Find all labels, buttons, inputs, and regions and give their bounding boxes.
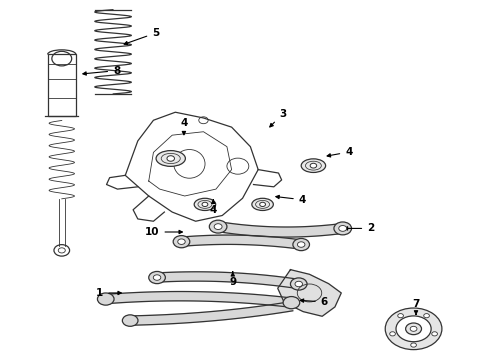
Text: 9: 9 — [229, 272, 236, 287]
Circle shape — [410, 326, 417, 331]
Text: 7: 7 — [412, 299, 420, 315]
Text: 4: 4 — [180, 118, 188, 135]
Circle shape — [297, 242, 305, 247]
Circle shape — [283, 297, 300, 309]
Ellipse shape — [156, 150, 185, 166]
Circle shape — [98, 293, 114, 305]
Circle shape — [178, 239, 185, 244]
Ellipse shape — [301, 159, 326, 172]
Polygon shape — [181, 235, 301, 249]
Text: 3: 3 — [270, 109, 287, 127]
Circle shape — [202, 202, 208, 207]
Circle shape — [334, 222, 351, 235]
Circle shape — [424, 314, 429, 318]
Text: 8: 8 — [83, 66, 121, 76]
Text: 2: 2 — [344, 224, 374, 233]
Circle shape — [291, 278, 307, 290]
Text: 6: 6 — [300, 297, 328, 307]
Circle shape — [339, 225, 347, 231]
Polygon shape — [278, 270, 341, 316]
Circle shape — [310, 163, 317, 168]
Circle shape — [396, 316, 431, 342]
Ellipse shape — [194, 198, 216, 211]
Circle shape — [385, 308, 442, 350]
Bar — [48, 54, 76, 116]
Text: 4: 4 — [327, 147, 352, 157]
Circle shape — [295, 281, 302, 287]
Circle shape — [411, 343, 416, 347]
Polygon shape — [218, 222, 343, 237]
Circle shape — [398, 314, 403, 318]
Circle shape — [293, 238, 310, 251]
Text: 4: 4 — [210, 200, 217, 216]
Circle shape — [173, 235, 190, 248]
Circle shape — [149, 271, 165, 284]
Polygon shape — [130, 302, 293, 325]
Circle shape — [260, 202, 266, 207]
Text: 10: 10 — [145, 227, 182, 237]
Circle shape — [122, 315, 138, 326]
Circle shape — [214, 224, 222, 230]
Circle shape — [406, 323, 421, 335]
Circle shape — [390, 332, 395, 336]
Circle shape — [153, 275, 161, 280]
Text: 1: 1 — [96, 288, 121, 298]
Polygon shape — [105, 292, 293, 307]
Text: 5: 5 — [124, 28, 159, 45]
Ellipse shape — [252, 198, 273, 211]
Text: 4: 4 — [276, 195, 306, 205]
Polygon shape — [157, 272, 299, 289]
Circle shape — [432, 332, 438, 336]
Circle shape — [167, 156, 174, 161]
Circle shape — [209, 220, 227, 233]
